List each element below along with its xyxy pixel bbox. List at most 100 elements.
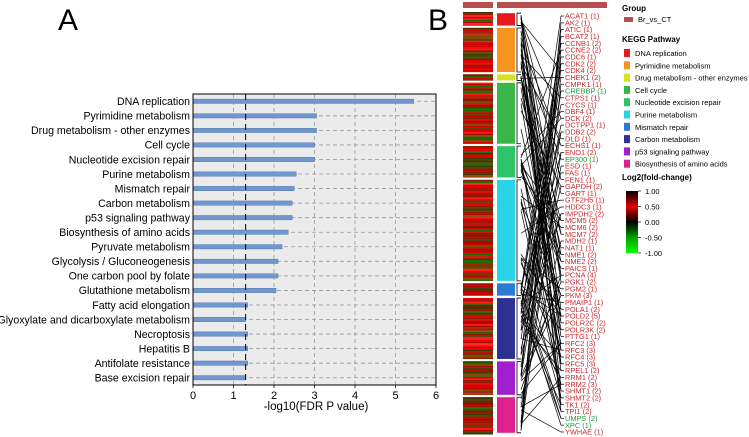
bar [192, 157, 315, 162]
gene-label: POLR3K (2) [565, 325, 605, 334]
heatmap-cell [463, 247, 493, 249]
heatmap-cell [463, 343, 493, 345]
link-line [520, 253, 562, 317]
heatmap-cell [463, 212, 493, 214]
gene-label: PKM (3) [565, 291, 592, 300]
gene-label: HDDC3 (1) [565, 203, 602, 212]
gene-label: GAPDH (2) [565, 182, 602, 191]
heatmap-cell [463, 432, 493, 435]
gene-label: YWHAE (1) [565, 428, 603, 437]
gene-label: RPEL1 (2) [565, 366, 600, 375]
heatmap-cell [463, 253, 493, 256]
gene-label: POLD2 (5) [565, 312, 600, 321]
bar [192, 127, 317, 133]
link-line [520, 15, 562, 276]
heatmap-cell [463, 372, 493, 374]
bar [192, 186, 295, 191]
panel-b-legend: Group Br_vs_CT KEGG Pathway DNA replicat… [622, 4, 748, 258]
heatmap-cell [463, 384, 493, 387]
heatmap-cell [463, 16, 493, 19]
heatmap-cell [463, 172, 493, 174]
heatmap-cell [463, 400, 493, 403]
gene-label: AK2 (1) [565, 18, 590, 27]
heatmap-cell [463, 424, 493, 427]
heatmap-cell [463, 18, 493, 21]
heatmap-cell [463, 428, 493, 430]
heatmap-cell [463, 360, 493, 363]
pathway-bracket [516, 73, 521, 81]
heatmap-cell [463, 383, 493, 385]
heatmap-cell [463, 266, 493, 269]
heatmap-cell [463, 159, 493, 161]
bar [192, 375, 246, 381]
legend-fc-tick-label: 1.00 [645, 187, 660, 196]
heatmap-separator [463, 281, 493, 284]
heatmap-cell [463, 176, 493, 179]
heatmap-cell [463, 170, 493, 173]
heatmap-cell [463, 226, 493, 229]
x-tick-label: 2 [271, 390, 277, 402]
category-label: Glyoxylate and dicarboxylate metabolism [0, 314, 190, 326]
heatmap-cell [463, 412, 493, 414]
pathway-bracket [516, 82, 521, 145]
heatmap-cell [463, 167, 493, 169]
heatmap-cell [463, 101, 493, 104]
legend-group-item: Br_vs_CT [638, 15, 672, 24]
heatmap-cell [463, 231, 493, 233]
link-line [520, 165, 562, 408]
legend-kegg-label: Drug metabolism - other enzymes [635, 74, 748, 83]
heatmap-cell [463, 183, 493, 185]
link-line [520, 288, 562, 317]
gene-label: FAS (1) [565, 168, 590, 177]
category-label: Necroptosis [134, 329, 190, 341]
pathway-bracket [516, 27, 521, 73]
x-tick-label: 5 [392, 390, 398, 402]
legend-kegg-swatch [624, 98, 630, 107]
gene-label: CDC6 (1) [565, 53, 596, 62]
heatmap-cell [463, 276, 493, 278]
heatmap-cell [463, 362, 493, 365]
heatmap-cell [463, 28, 493, 30]
heatmap-cell [463, 322, 493, 325]
heatmap-cell [463, 242, 493, 245]
bar [192, 360, 248, 366]
x-tick-label: 4 [352, 390, 358, 402]
heatmap-cell [463, 162, 493, 165]
heatmap-cell [463, 236, 493, 238]
bar [192, 244, 283, 250]
category-label: Base excision repair [95, 373, 191, 385]
heatmap-cell [463, 269, 493, 272]
legend-kegg-swatch [624, 159, 630, 168]
heatmap-cell [463, 288, 493, 291]
heatmap-cell [463, 356, 493, 358]
heatmap-cell [463, 245, 493, 248]
heatmap-cell [463, 260, 493, 262]
heatmap-cell [463, 314, 493, 317]
heatmap-cell [463, 116, 493, 118]
legend-kegg-swatch [624, 110, 630, 119]
heatmap-cell [463, 200, 493, 203]
link-line [520, 111, 562, 156]
link-line [520, 240, 562, 400]
heatmap-cell [463, 287, 493, 289]
heatmap-cell [463, 53, 493, 56]
heatmap-cell [463, 388, 493, 390]
heatmap-cell [463, 186, 493, 189]
link-line [520, 54, 562, 99]
heatmap-cell [463, 188, 493, 190]
heatmap-cell [463, 389, 493, 392]
gene-label: PCNA (4) [565, 271, 596, 280]
pathway-block [497, 146, 515, 178]
gene-label: PMAIP1 (1) [565, 298, 603, 307]
heatmap-cell [463, 250, 493, 253]
heatmap-cell [463, 325, 493, 328]
link-line [520, 292, 562, 419]
heatmap-cell [463, 308, 493, 310]
gene-label: ATIC (1) [565, 25, 592, 34]
heatmap-cell [463, 202, 493, 205]
heatmap-cell [463, 340, 493, 342]
pathway-block [497, 27, 515, 72]
heatmap-cell [463, 228, 493, 230]
heatmap-cell [463, 192, 493, 195]
gene-label: PTTG1 (1) [565, 332, 600, 341]
